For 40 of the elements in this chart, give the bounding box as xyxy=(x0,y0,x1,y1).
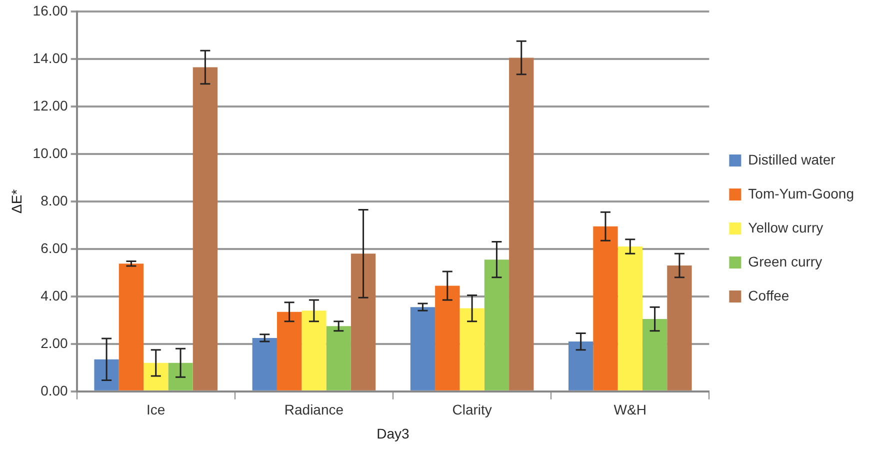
x-axis-title: Day3 xyxy=(376,425,410,442)
y-tick-label: 8.00 xyxy=(40,192,68,208)
y-tick-label: 4.00 xyxy=(40,287,68,304)
bar xyxy=(94,359,119,390)
y-tick-label: 12.00 xyxy=(32,97,68,114)
bar xyxy=(509,58,534,390)
bar xyxy=(484,260,510,390)
bar xyxy=(118,264,144,390)
bar xyxy=(168,362,193,390)
bar xyxy=(410,307,436,390)
x-tick-label: W&H xyxy=(614,402,646,418)
y-tick-label: 2.00 xyxy=(40,334,68,351)
legend-label: Coffee xyxy=(748,287,790,304)
bar xyxy=(667,266,692,390)
x-tick-label: Radiance xyxy=(284,402,344,418)
bar xyxy=(642,318,668,390)
legend-label: Distilled water xyxy=(748,151,836,168)
x-tick-label: Clarity xyxy=(452,402,492,418)
bar xyxy=(435,286,460,390)
bar xyxy=(568,342,594,390)
bar xyxy=(252,338,277,390)
y-tick-label: 0.00 xyxy=(40,382,68,398)
bar xyxy=(460,308,484,390)
bar xyxy=(276,312,302,390)
y-tick-label: 10.00 xyxy=(32,144,68,161)
bar xyxy=(326,326,351,390)
y-tick-label: 16.00 xyxy=(32,2,68,18)
bar xyxy=(192,67,218,390)
y-axis-title: ΔE* xyxy=(8,188,24,214)
bar xyxy=(618,246,642,390)
bar xyxy=(350,254,376,390)
bar xyxy=(593,226,618,390)
legend-label: Yellow curry xyxy=(748,219,824,236)
legend-label: Tom-Yum-Goong xyxy=(748,185,854,202)
y-tick-label: 14.00 xyxy=(32,50,68,66)
bar xyxy=(302,310,326,390)
legend-label: Green curry xyxy=(748,253,822,270)
bar xyxy=(144,362,168,390)
x-tick-label: Ice xyxy=(146,402,166,418)
y-tick-label: 6.00 xyxy=(40,240,68,256)
